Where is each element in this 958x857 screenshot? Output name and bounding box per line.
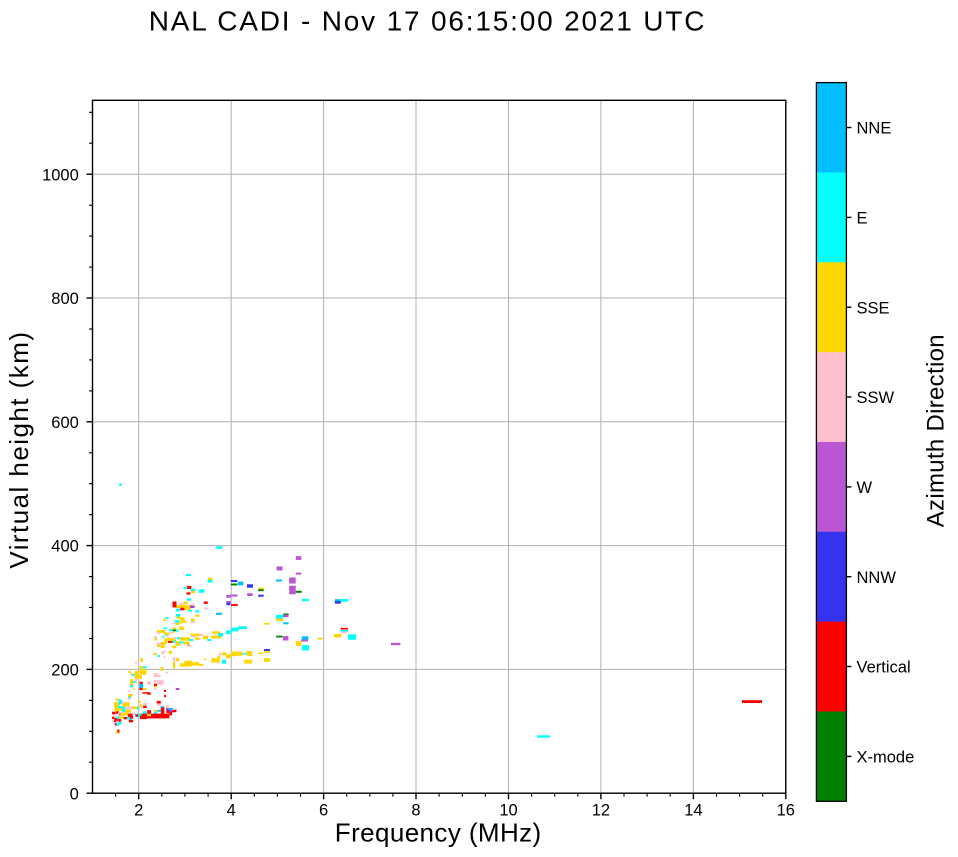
svg-text:1000: 1000 — [42, 166, 79, 184]
svg-text:W: W — [857, 479, 873, 497]
svg-text:Vertical: Vertical — [857, 659, 911, 677]
svg-text:SSE: SSE — [857, 299, 890, 317]
svg-text:0: 0 — [70, 785, 79, 803]
svg-text:SSW: SSW — [857, 389, 895, 407]
svg-text:Frequency (MHz): Frequency (MHz) — [335, 818, 542, 848]
svg-text:4: 4 — [227, 802, 236, 820]
svg-text:10: 10 — [499, 802, 517, 820]
svg-text:2: 2 — [134, 802, 143, 820]
svg-text:16: 16 — [777, 802, 795, 820]
svg-text:8: 8 — [411, 802, 420, 820]
svg-text:Azimuth Direction: Azimuth Direction — [923, 334, 950, 527]
svg-text:200: 200 — [51, 662, 79, 680]
svg-text:800: 800 — [51, 290, 79, 308]
svg-text:6: 6 — [319, 802, 328, 820]
svg-text:NNW: NNW — [857, 569, 897, 587]
svg-text:E: E — [857, 210, 868, 228]
svg-text:400: 400 — [51, 538, 79, 556]
svg-text:X-mode: X-mode — [857, 749, 915, 767]
svg-text:Virtual height (km): Virtual height (km) — [4, 331, 34, 569]
svg-text:12: 12 — [592, 802, 610, 820]
svg-text:600: 600 — [51, 414, 79, 432]
svg-text:NAL CADI - Nov 17 06:15:00 202: NAL CADI - Nov 17 06:15:00 2021 UTC — [149, 5, 707, 36]
svg-text:NNE: NNE — [857, 120, 892, 138]
svg-text:14: 14 — [684, 802, 702, 820]
